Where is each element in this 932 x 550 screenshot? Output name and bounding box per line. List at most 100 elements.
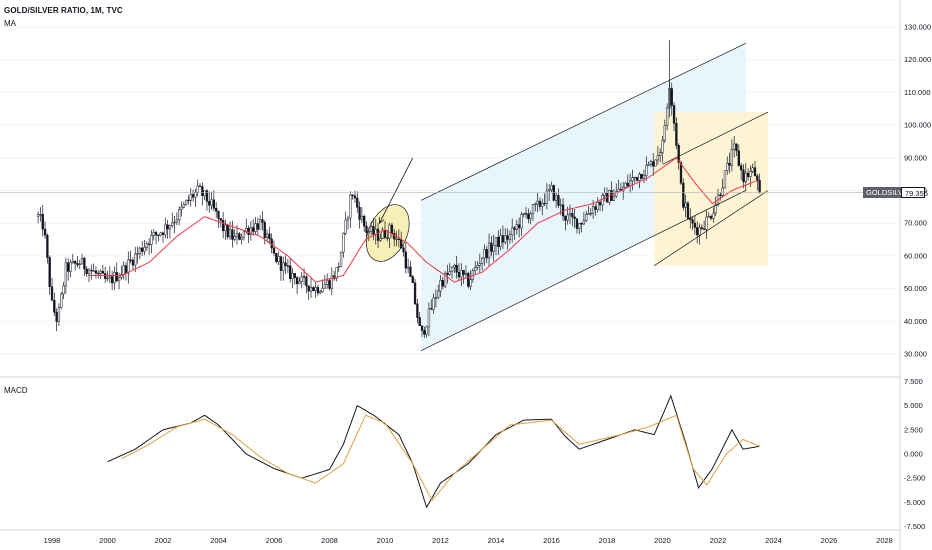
candle — [254, 217, 257, 235]
candle — [369, 221, 373, 236]
candle — [615, 183, 618, 198]
candle — [210, 191, 213, 211]
candle — [224, 219, 227, 241]
candle — [467, 271, 470, 289]
candle — [152, 229, 155, 241]
candle — [443, 270, 447, 288]
candle — [511, 218, 514, 243]
ma-indicator-label[interactable]: MA — [4, 19, 16, 28]
candle — [104, 266, 107, 283]
candle — [268, 226, 271, 244]
candle — [196, 179, 199, 197]
candle — [418, 311, 421, 326]
candle — [672, 102, 676, 132]
moving-average-line — [88, 157, 757, 283]
candle — [87, 267, 91, 283]
candle — [326, 273, 329, 289]
arrow-annotation[interactable] — [379, 157, 414, 224]
macd-tick-label: 2.500 — [904, 425, 923, 434]
box-channel-upper-line[interactable] — [662, 111, 769, 165]
candle — [411, 274, 414, 284]
arrow-head — [379, 217, 385, 225]
candle — [460, 263, 463, 286]
candle — [492, 234, 495, 262]
candle — [106, 270, 109, 282]
candle — [367, 227, 370, 242]
candle — [737, 144, 740, 167]
candle — [178, 206, 181, 226]
candle — [314, 281, 317, 298]
candle — [756, 173, 759, 191]
candle — [136, 246, 139, 264]
channel-upper-line[interactable] — [420, 43, 746, 201]
time-tick-label: 1998 — [44, 536, 61, 545]
candle — [300, 271, 303, 289]
price-tick-label: 90.000 — [904, 153, 927, 162]
candle — [476, 261, 479, 271]
candle — [582, 211, 586, 226]
candle — [437, 284, 440, 300]
candle — [474, 261, 477, 275]
candle — [691, 217, 694, 231]
macd-panel — [107, 394, 760, 509]
box-channel-lower-line[interactable] — [653, 190, 769, 267]
candle — [712, 207, 715, 223]
candle — [497, 230, 500, 255]
candle — [573, 208, 576, 228]
candle — [733, 136, 736, 158]
candle — [173, 216, 176, 234]
candle — [198, 183, 202, 188]
candle — [217, 210, 220, 229]
candle — [337, 262, 340, 273]
candle — [596, 197, 599, 213]
candle — [120, 265, 123, 280]
candle — [73, 260, 77, 271]
candle — [94, 266, 98, 279]
candle — [464, 265, 468, 278]
candle — [131, 257, 135, 271]
candle — [80, 253, 84, 265]
candle — [166, 219, 169, 239]
candle — [328, 279, 331, 291]
candle — [286, 258, 290, 273]
time-tick-label: 2004 — [210, 536, 227, 545]
candle — [346, 215, 350, 230]
candle — [386, 229, 389, 242]
candle — [568, 204, 572, 225]
candle — [721, 178, 724, 198]
time-axis-labels[interactable]: 1998 2000 2002 2004 2006 2008 2010 2012 2014 2016… — [44, 536, 932, 545]
candle — [76, 256, 79, 268]
candle — [265, 229, 269, 243]
candle — [633, 176, 636, 184]
candle — [536, 193, 539, 213]
consolidation-box[interactable] — [654, 112, 768, 266]
candle — [208, 191, 211, 213]
candle — [425, 325, 428, 338]
candle — [557, 188, 560, 209]
candle — [108, 266, 111, 284]
candle — [587, 206, 590, 215]
candle — [289, 257, 292, 283]
time-tick-label: 2022 — [710, 536, 727, 545]
candle — [381, 227, 384, 240]
candle — [462, 270, 465, 284]
candle — [277, 251, 280, 266]
candle — [670, 82, 673, 116]
macd-tick-label: -5.000 — [904, 498, 925, 507]
candle — [279, 255, 283, 281]
candle — [578, 222, 581, 235]
macd-indicator-label[interactable]: MACD — [4, 386, 28, 395]
candle — [212, 190, 216, 212]
time-tick-label: 2008 — [321, 536, 338, 545]
candle — [485, 246, 488, 264]
price-tick-label: 40.000 — [904, 317, 927, 326]
candle — [494, 237, 498, 256]
chart-title[interactable]: GOLD/SILVER RATIO, 1M, TVC — [4, 6, 123, 15]
macd-axis-labels[interactable]: 7.500 5.000 2.500 0.000 -2.500 -5.000 -7.500 — [904, 377, 925, 531]
channel-lower-line[interactable] — [420, 190, 746, 352]
candle — [97, 270, 100, 279]
candle — [194, 188, 197, 208]
candle — [585, 210, 588, 223]
candle — [124, 262, 128, 281]
